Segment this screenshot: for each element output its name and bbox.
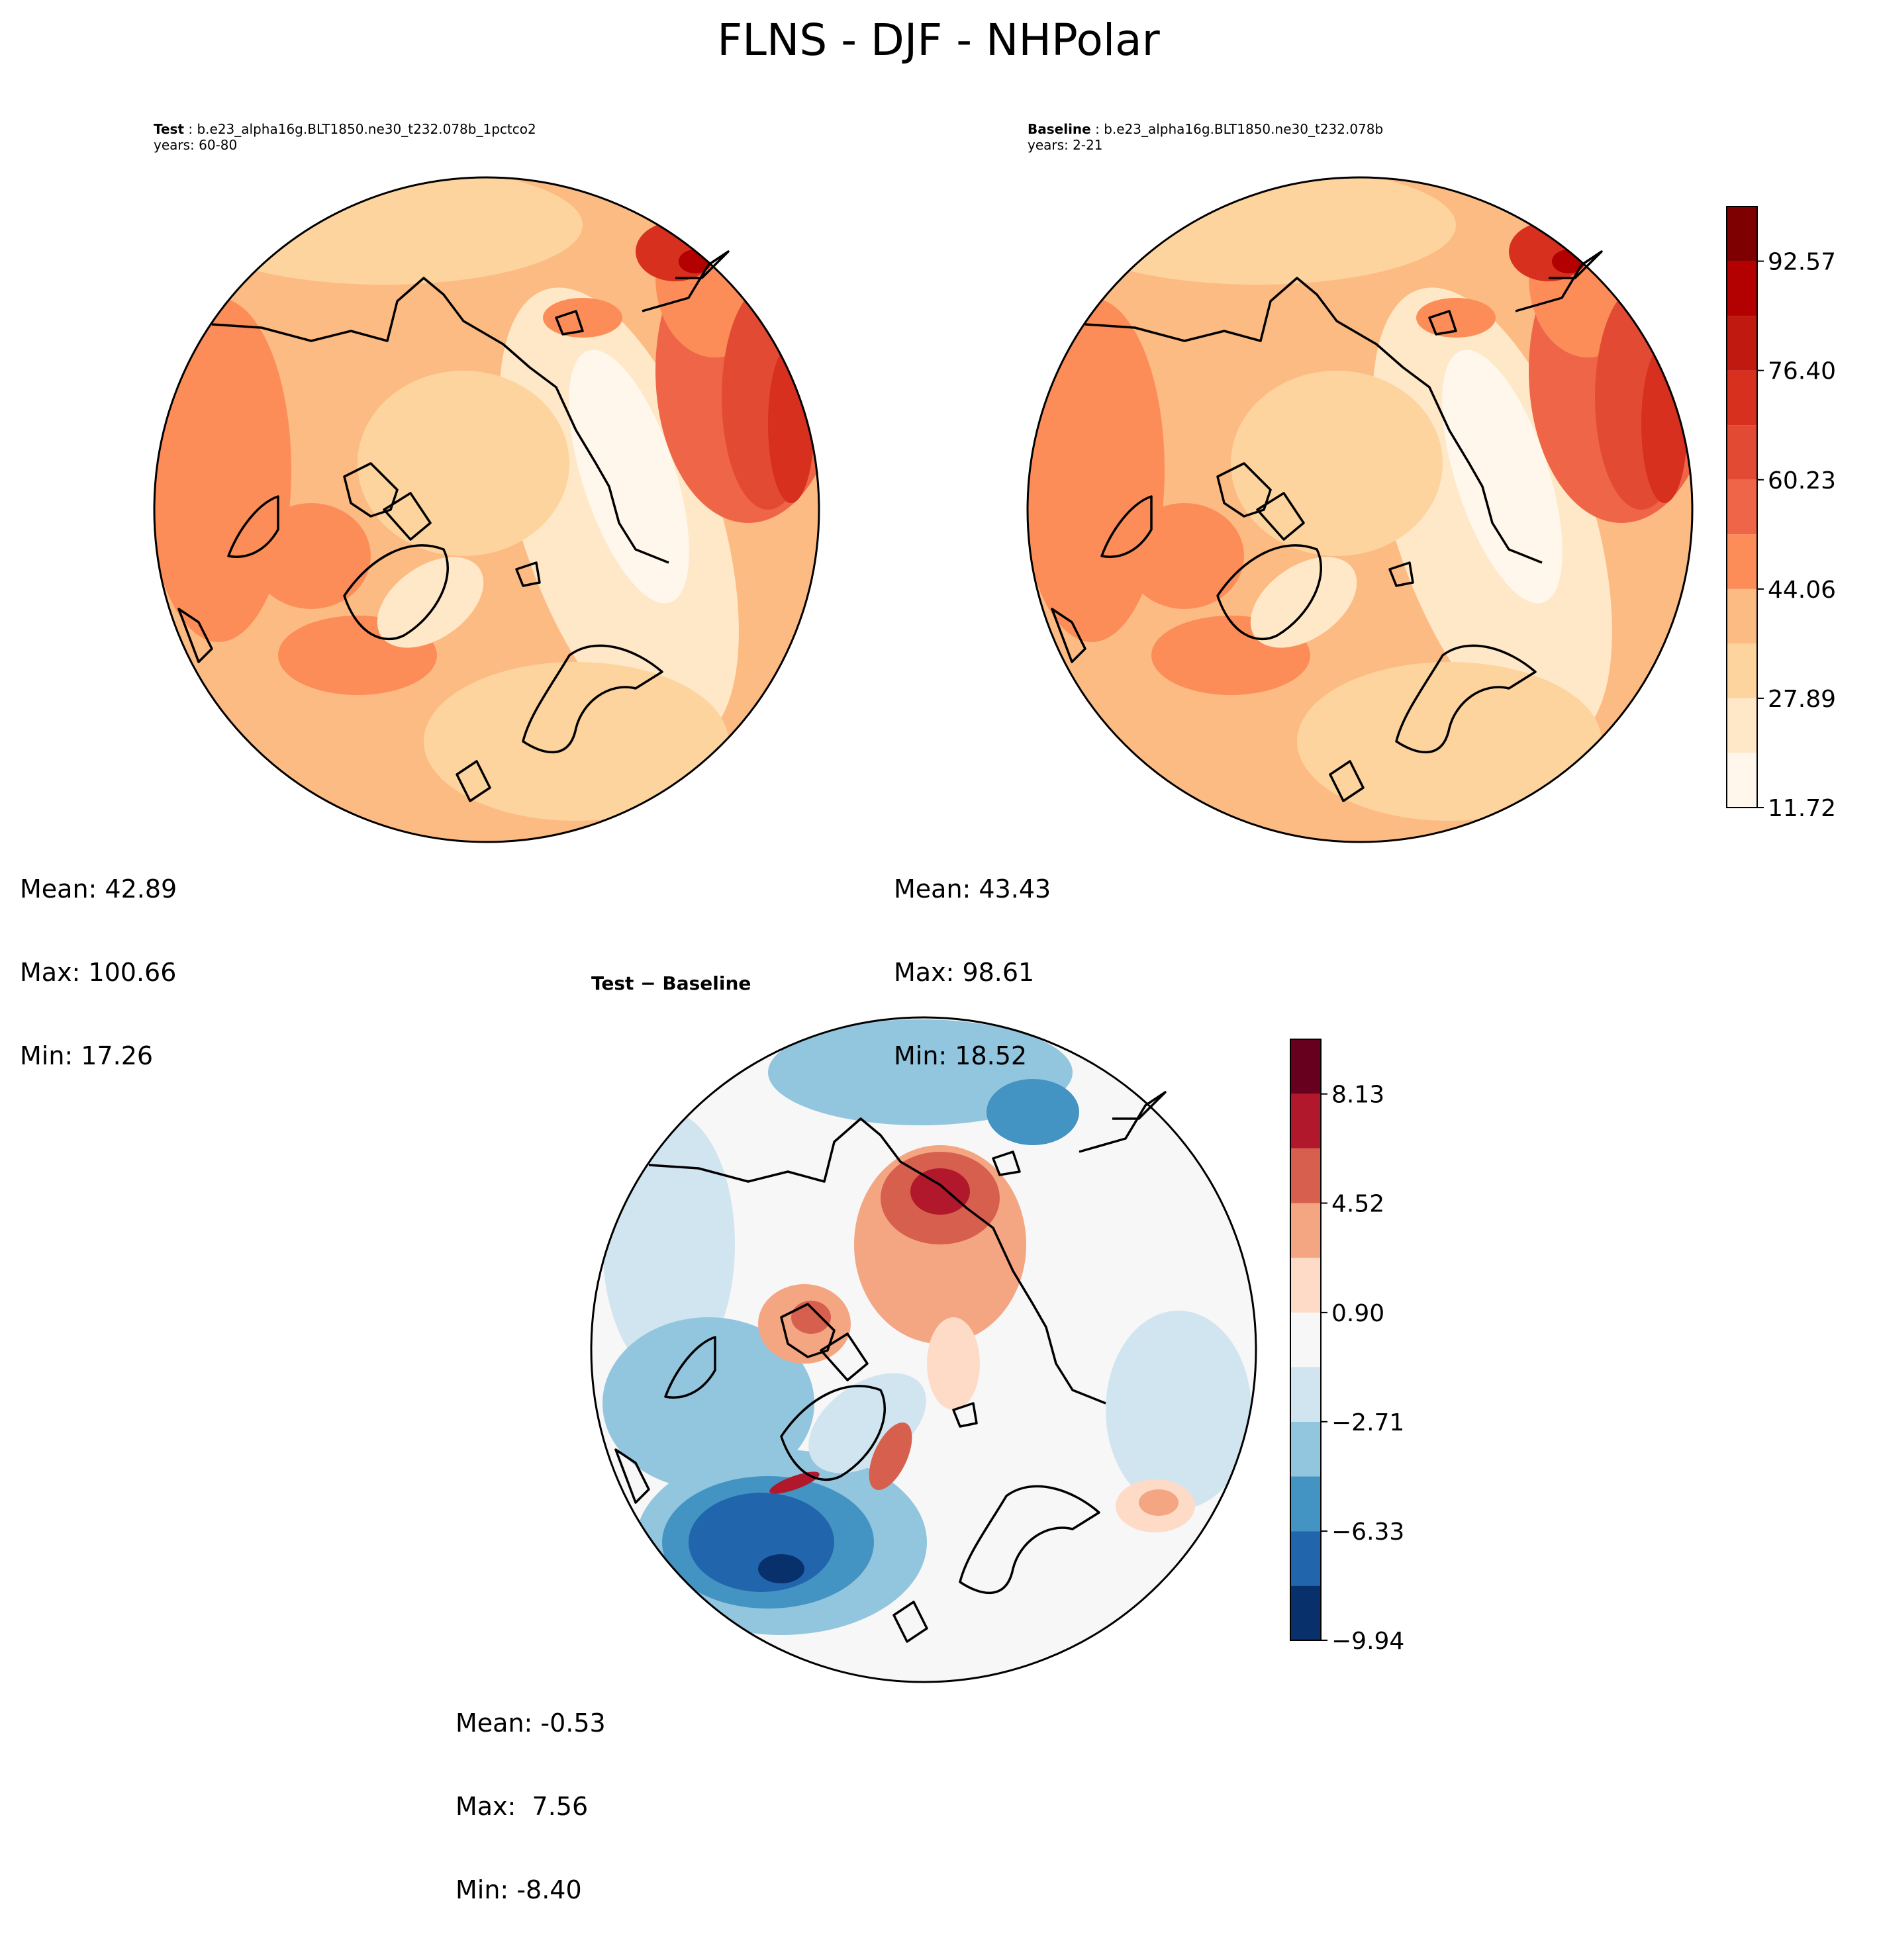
baseline-colorbar-segment (1727, 698, 1757, 753)
diff-colorbar-segment (1290, 1312, 1321, 1368)
diff-colorbar-segment (1290, 1421, 1321, 1477)
diff-colorbar: −9.94 −6.33 −2.71 0.90 4.52 8.13 (1290, 1039, 1404, 1655)
baseline-stats: Mean: 43.43 Max: 98.61 Min: 18.52 (894, 819, 1051, 1125)
diff-colorbar-segment (1290, 1585, 1321, 1640)
baseline-colorbar-segment (1727, 479, 1757, 535)
diff-colorbar-segment (1290, 1148, 1321, 1203)
baseline-colorbar-tick-label: 11.72 (1768, 795, 1836, 822)
diff-colorbar-tick-label: −2.71 (1331, 1409, 1404, 1436)
baseline-colorbar-tick-label: 92.57 (1768, 249, 1836, 276)
diff-colorbar-tick-label: −9.94 (1331, 1628, 1404, 1655)
baseline-panel-header: Baseline : b.e23_alpha16g.BLT1850.ne30_t… (1028, 121, 1384, 153)
diff-colorbar-segment (1290, 1367, 1321, 1422)
test-mean: Mean: 42.89 (20, 874, 177, 904)
baseline-case-name: b.e23_alpha16g.BLT1850.ne30_t232.078b (1104, 121, 1384, 137)
diff-colorbar-segment (1290, 1476, 1321, 1532)
baseline-colorbar-segment (1727, 643, 1757, 698)
diff-colorbar-frame (1290, 1039, 1322, 1641)
diff-colorbar-tick-label: −6.33 (1331, 1518, 1404, 1546)
baseline-min: Min: 18.52 (894, 1041, 1028, 1070)
baseline-colorbar-segment (1727, 316, 1757, 371)
baseline-label: Baseline (1028, 121, 1091, 137)
diff-colorbar-tick-label: 8.13 (1331, 1082, 1384, 1109)
baseline-colorbar-tick-label: 27.89 (1768, 686, 1836, 713)
figure: FLNS - DJF - NHPolar Test : b.e23_alpha1… (20, 15, 1836, 1904)
baseline-years: years: 2-21 (1028, 137, 1103, 153)
baseline-colorbar-segment (1727, 207, 1757, 261)
test-case-name: b.e23_alpha16g.BLT1850.ne30_t232.078b_1p… (197, 121, 536, 137)
diff-stats: Mean: -0.53 Max: 7.56 Min: -8.40 (456, 1654, 606, 1959)
test-label: Test (154, 121, 185, 137)
test-map (153, 176, 820, 843)
diff-colorbar-segment (1290, 1039, 1321, 1094)
test-max: Max: 100.66 (20, 958, 177, 987)
map-plots: 11.72 27.89 44.06 60.23 76.40 92.57 −9.94 −6.3… (153, 176, 1836, 1683)
baseline-colorbar: 11.72 27.89 44.06 60.23 76.40 92.57 (1726, 206, 1836, 822)
baseline-colorbar-frame (1726, 206, 1758, 808)
baseline-colorbar-segment (1727, 425, 1757, 480)
figure-title: FLNS - DJF - NHPolar (717, 15, 1160, 66)
test-stats: Mean: 42.89 Max: 100.66 Min: 17.26 (20, 819, 177, 1125)
baseline-colorbar-segment (1727, 370, 1757, 426)
diff-colorbar-segment (1290, 1094, 1321, 1148)
test-years: years: 60-80 (154, 137, 238, 153)
baseline-colorbar-segment (1727, 753, 1757, 808)
diff-max: Max: 7.56 (456, 1792, 589, 1821)
baseline-colorbar-segment (1727, 534, 1757, 589)
diff-colorbar-tick-label: 4.52 (1331, 1191, 1384, 1218)
baseline-colorbar-segment (1727, 261, 1757, 316)
baseline-map (1026, 176, 1694, 843)
diff-panel-title: Test − Baseline (591, 972, 751, 994)
diff-colorbar-segment (1290, 1258, 1321, 1313)
diff-colorbar-segment (1290, 1531, 1321, 1586)
baseline-mean: Mean: 43.43 (894, 874, 1051, 904)
diff-min: Min: -8.40 (456, 1875, 582, 1904)
baseline-colorbar-tick-label: 44.06 (1768, 577, 1836, 604)
baseline-max: Max: 98.61 (894, 958, 1035, 987)
test-min: Min: 17.26 (20, 1041, 154, 1070)
diff-colorbar-segment (1290, 1203, 1321, 1258)
diff-colorbar-tick-label: 0.90 (1331, 1300, 1384, 1327)
diff-map (590, 1016, 1257, 1683)
diff-mean: Mean: -0.53 (456, 1708, 606, 1738)
baseline-colorbar-tick-label: 76.40 (1768, 358, 1836, 385)
test-panel-header: Test : b.e23_alpha16g.BLT1850.ne30_t232.… (154, 121, 536, 153)
baseline-colorbar-segment (1727, 588, 1757, 644)
baseline-colorbar-tick-label: 60.23 (1768, 467, 1836, 494)
